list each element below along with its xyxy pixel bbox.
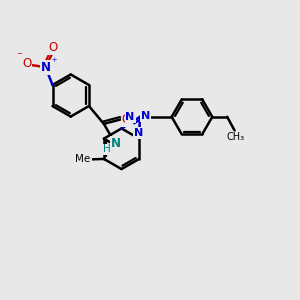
Text: O: O (122, 113, 131, 126)
Text: H: H (103, 144, 111, 154)
Text: N: N (134, 128, 143, 138)
Text: N: N (125, 112, 135, 122)
Text: $^{-}$: $^{-}$ (16, 51, 22, 61)
Text: N: N (40, 61, 51, 74)
Text: CH₃: CH₃ (227, 132, 245, 142)
Text: N: N (141, 111, 150, 121)
Text: N: N (110, 137, 121, 150)
Text: O: O (22, 57, 31, 70)
Text: O: O (48, 41, 58, 54)
Text: Me: Me (76, 154, 91, 164)
Text: $^{+}$: $^{+}$ (51, 58, 58, 68)
